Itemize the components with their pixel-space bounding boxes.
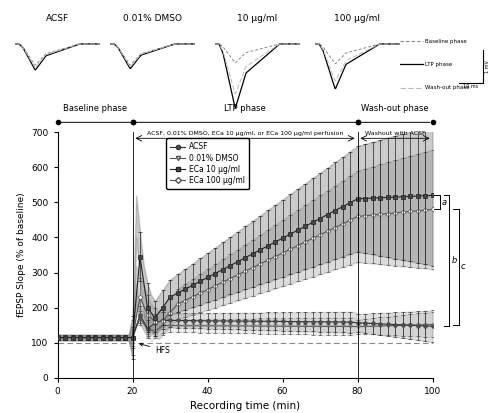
Text: Baseline phase: Baseline phase: [425, 39, 467, 44]
Text: ACSF, 0.01% DMSO, ECa 10 μg/ml, or ECa 100 μg/ml perfusion: ACSF, 0.01% DMSO, ECa 10 μg/ml, or ECa 1…: [147, 131, 343, 136]
Text: LTP phase: LTP phase: [425, 62, 452, 67]
Text: 0.01% DMSO: 0.01% DMSO: [123, 14, 182, 23]
Text: HFS: HFS: [140, 343, 170, 355]
X-axis label: Recording time (min): Recording time (min): [190, 401, 300, 411]
Legend: ACSF, 0.01% DMSO, ECa 10 µg/ml, ECa 100 µg/ml: ACSF, 0.01% DMSO, ECa 10 µg/ml, ECa 100 …: [166, 138, 249, 189]
Text: c: c: [460, 263, 465, 271]
Text: LTP phase: LTP phase: [224, 104, 266, 112]
Text: 10 μg/ml: 10 μg/ml: [238, 14, 278, 23]
Text: 1 mV: 1 mV: [484, 59, 490, 73]
Text: Baseline phase: Baseline phase: [63, 104, 127, 112]
Text: Wash-out phase: Wash-out phase: [425, 85, 470, 90]
Y-axis label: fEPSP Slope (% of baseline): fEPSP Slope (% of baseline): [16, 193, 26, 317]
Text: Washout with ACSF: Washout with ACSF: [364, 131, 426, 136]
Text: 10 ms: 10 ms: [462, 84, 478, 89]
Text: 100 μg/ml: 100 μg/ml: [334, 14, 380, 23]
Text: a: a: [442, 198, 447, 207]
Text: ACSF: ACSF: [46, 14, 69, 23]
Text: Wash-out phase: Wash-out phase: [361, 104, 429, 112]
Text: b: b: [451, 256, 456, 265]
